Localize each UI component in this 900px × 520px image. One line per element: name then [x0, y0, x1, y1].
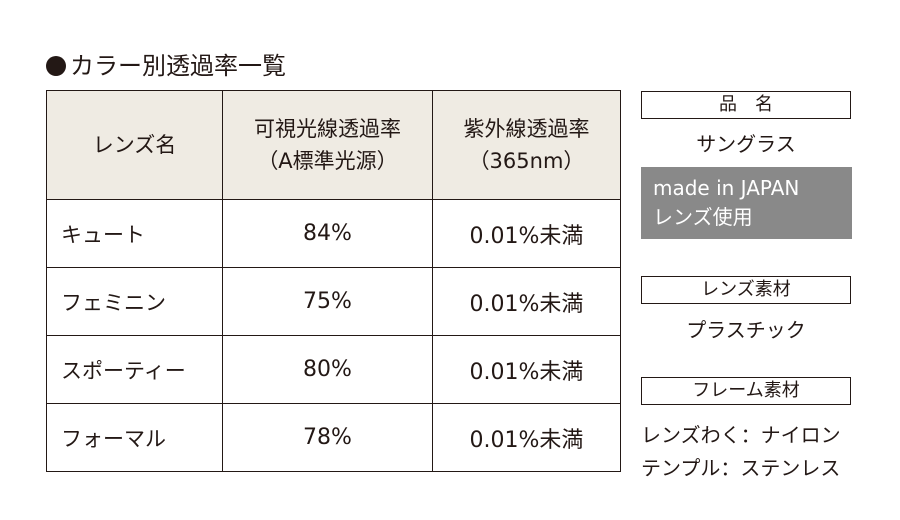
- header-uv-line1: 紫外線透過率: [463, 117, 590, 141]
- made-in-japan-line2: レンズ使用: [653, 205, 753, 229]
- row-uv-value: 0.01%未満: [432, 335, 621, 404]
- page-title-text: カラー別透過率一覧: [70, 52, 286, 80]
- header-visible-line2: （A標準光源）: [257, 149, 398, 173]
- lens-material-label: レンズ素材: [641, 276, 851, 304]
- header-uv-line2: （365nm）: [468, 149, 585, 173]
- frame-material-temple: テンプル：ステンレス: [641, 456, 841, 480]
- row-uv-value: 0.01%未満: [432, 199, 621, 268]
- table-header-row: レンズ名 可視光線透過率 （A標準光源） 紫外線透過率 （365nm）: [46, 90, 621, 200]
- product-name-label: 品 名: [641, 91, 851, 119]
- row-visible-value: 80%: [222, 335, 433, 404]
- header-visible-transmittance: 可視光線透過率 （A標準光源）: [222, 90, 433, 200]
- bullet-icon: [46, 56, 66, 76]
- frame-material-label: フレーム素材: [641, 377, 851, 405]
- row-lens-name: スポーティー: [46, 335, 223, 404]
- header-visible-line1: 可視光線透過率: [254, 117, 401, 141]
- row-uv-value: 0.01%未満: [432, 403, 621, 472]
- row-lens-name: フォーマル: [46, 403, 223, 472]
- row-uv-value: 0.01%未満: [432, 267, 621, 336]
- row-visible-value: 78%: [222, 403, 433, 472]
- frame-material-lens-rim: レンズわく：ナイロン: [641, 423, 841, 447]
- page-title: カラー別透過率一覧: [46, 50, 286, 82]
- table-row: スポーティー 80% 0.01%未満: [46, 335, 621, 404]
- row-visible-value: 84%: [222, 199, 433, 268]
- header-lens-name: レンズ名: [46, 90, 223, 200]
- table-row: フォーマル 78% 0.01%未満: [46, 403, 621, 472]
- product-name-value: サングラス: [696, 132, 796, 156]
- made-in-japan-line1: made in JAPAN: [653, 176, 800, 200]
- transmittance-table: レンズ名 可視光線透過率 （A標準光源） 紫外線透過率 （365nm） キュート…: [46, 90, 621, 472]
- made-in-japan-badge: made in JAPAN レンズ使用: [641, 167, 852, 239]
- row-lens-name: フェミニン: [46, 267, 223, 336]
- table-row: フェミニン 75% 0.01%未満: [46, 267, 621, 336]
- row-visible-value: 75%: [222, 267, 433, 336]
- table-row: キュート 84% 0.01%未満: [46, 199, 621, 268]
- header-uv-transmittance: 紫外線透過率 （365nm）: [432, 90, 621, 200]
- lens-material-value: プラスチック: [686, 318, 806, 342]
- row-lens-name: キュート: [46, 199, 223, 268]
